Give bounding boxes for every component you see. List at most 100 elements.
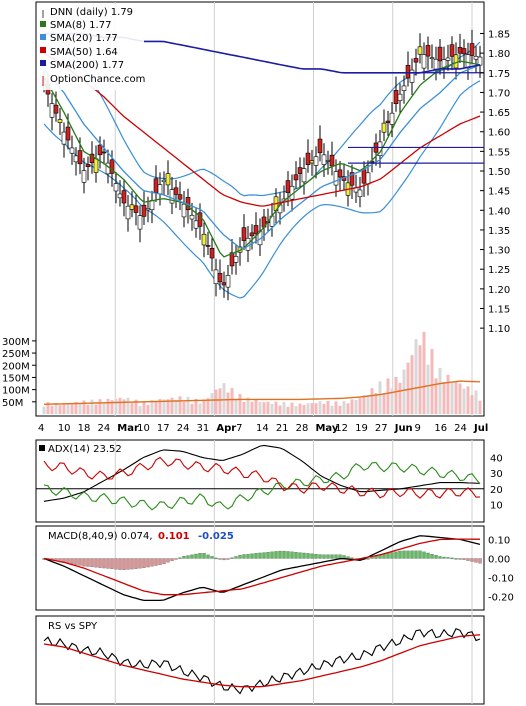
candle-body <box>457 47 463 54</box>
candle-body <box>317 138 323 154</box>
candle-body <box>73 155 79 163</box>
candle-body <box>329 154 335 167</box>
volume-bar <box>254 399 258 414</box>
macd-histogram-bar <box>242 554 246 559</box>
volume-bar <box>370 388 374 414</box>
macd-histogram-bar <box>322 554 326 559</box>
volume-bar <box>62 404 66 414</box>
macd-histogram-bar <box>266 552 270 559</box>
macd-histogram-bar <box>250 553 254 559</box>
macd-histogram-bar <box>418 550 422 559</box>
candle-body <box>161 179 167 183</box>
candle-body <box>413 58 419 63</box>
volume-bar <box>274 401 278 414</box>
sma20-line <box>43 64 481 250</box>
legend-sma50: SMA(50) 1.64 <box>50 47 118 58</box>
volume-bar <box>406 362 410 414</box>
volume-bar <box>206 398 210 414</box>
volume-bar <box>106 398 110 414</box>
macd-histogram-bar <box>106 558 110 569</box>
candle-body <box>65 126 71 141</box>
macd-histogram-bar <box>134 558 138 569</box>
macd-histogram-bar <box>478 558 482 564</box>
macd-histogram-bar <box>458 558 462 560</box>
macd-histogram-bar <box>274 551 278 559</box>
macd-histogram-bar <box>470 558 474 562</box>
macd-histogram-bar <box>330 554 334 559</box>
volume-bar <box>266 401 270 414</box>
macd-histogram-bar <box>74 558 78 565</box>
volume-bar <box>450 382 454 414</box>
candle-body <box>69 147 75 154</box>
macd-histogram-bar <box>194 553 198 559</box>
candle-body <box>473 55 479 60</box>
volume-bar <box>334 401 338 414</box>
volume-bar <box>322 403 326 414</box>
candle-body <box>365 172 371 185</box>
volume-bar <box>126 397 130 414</box>
candle-body <box>433 58 439 70</box>
adx-tick-label: 20 <box>490 485 503 496</box>
volume-bar <box>178 396 182 414</box>
candle-body <box>389 112 395 125</box>
candle-body <box>321 154 327 165</box>
candle-body <box>53 104 59 114</box>
legend-site: OptionChance.com <box>50 74 145 85</box>
macd-signal-line <box>43 538 480 596</box>
volume-bar <box>310 403 314 414</box>
volume-bar <box>250 401 254 414</box>
adx-label: ADX(14) 23.52 <box>48 444 122 455</box>
price-tick-label: 1.70 <box>488 88 510 99</box>
sma50-line <box>43 52 481 207</box>
volume-bar <box>394 376 398 414</box>
macd-histogram-bar <box>94 558 98 568</box>
candle-body <box>221 282 227 286</box>
macd-histogram-bar <box>190 554 194 559</box>
candle-body <box>225 275 231 288</box>
price-tick-label: 1.15 <box>488 305 510 316</box>
price-tick-label: 1.10 <box>488 324 510 335</box>
volume-bar <box>302 405 306 414</box>
volume-bar <box>366 395 370 414</box>
macd-histogram-bar <box>446 557 450 559</box>
volume-bar <box>74 402 78 414</box>
x-axis-label: 16 <box>434 423 447 434</box>
price-tick-label: 1.75 <box>488 69 510 80</box>
macd-value-1: 0.101 <box>158 531 190 542</box>
price-tick-label: 1.55 <box>488 147 510 158</box>
macd-histogram-bar <box>410 550 414 559</box>
volume-bar <box>318 401 322 414</box>
volume-bar <box>98 399 102 414</box>
macd-histogram-bar <box>138 558 142 569</box>
volume-bar <box>270 403 274 414</box>
x-axis-label: 28 <box>296 423 309 434</box>
candle-body <box>81 170 87 183</box>
macd-histogram-bar <box>406 550 410 559</box>
candle-body <box>293 174 299 181</box>
macd-histogram-bar <box>254 553 258 559</box>
macd-histogram-bar <box>182 556 186 559</box>
candle-body <box>361 169 367 184</box>
x-axis-label: 18 <box>78 423 91 434</box>
volume-tick-label: 150M <box>2 373 30 384</box>
minus-di-line <box>43 456 481 499</box>
volume-bar <box>238 394 242 414</box>
plus-di-line <box>43 461 481 511</box>
volume-bar <box>78 404 82 414</box>
macd-histogram-bar <box>226 558 230 560</box>
candle-body <box>113 183 119 192</box>
volume-bar <box>82 400 86 414</box>
candle-body <box>125 205 131 220</box>
volume-bar <box>474 390 478 414</box>
candle-body <box>477 56 483 66</box>
volume-bar <box>286 406 290 414</box>
macd-histogram-bar <box>342 555 346 559</box>
volume-bar <box>410 355 414 414</box>
volume-bar <box>414 339 418 414</box>
candle-body <box>165 173 171 186</box>
macd-histogram-bar <box>162 558 166 564</box>
candle-body <box>417 46 423 55</box>
volume-bar <box>262 402 266 414</box>
volume-bar <box>382 393 386 414</box>
